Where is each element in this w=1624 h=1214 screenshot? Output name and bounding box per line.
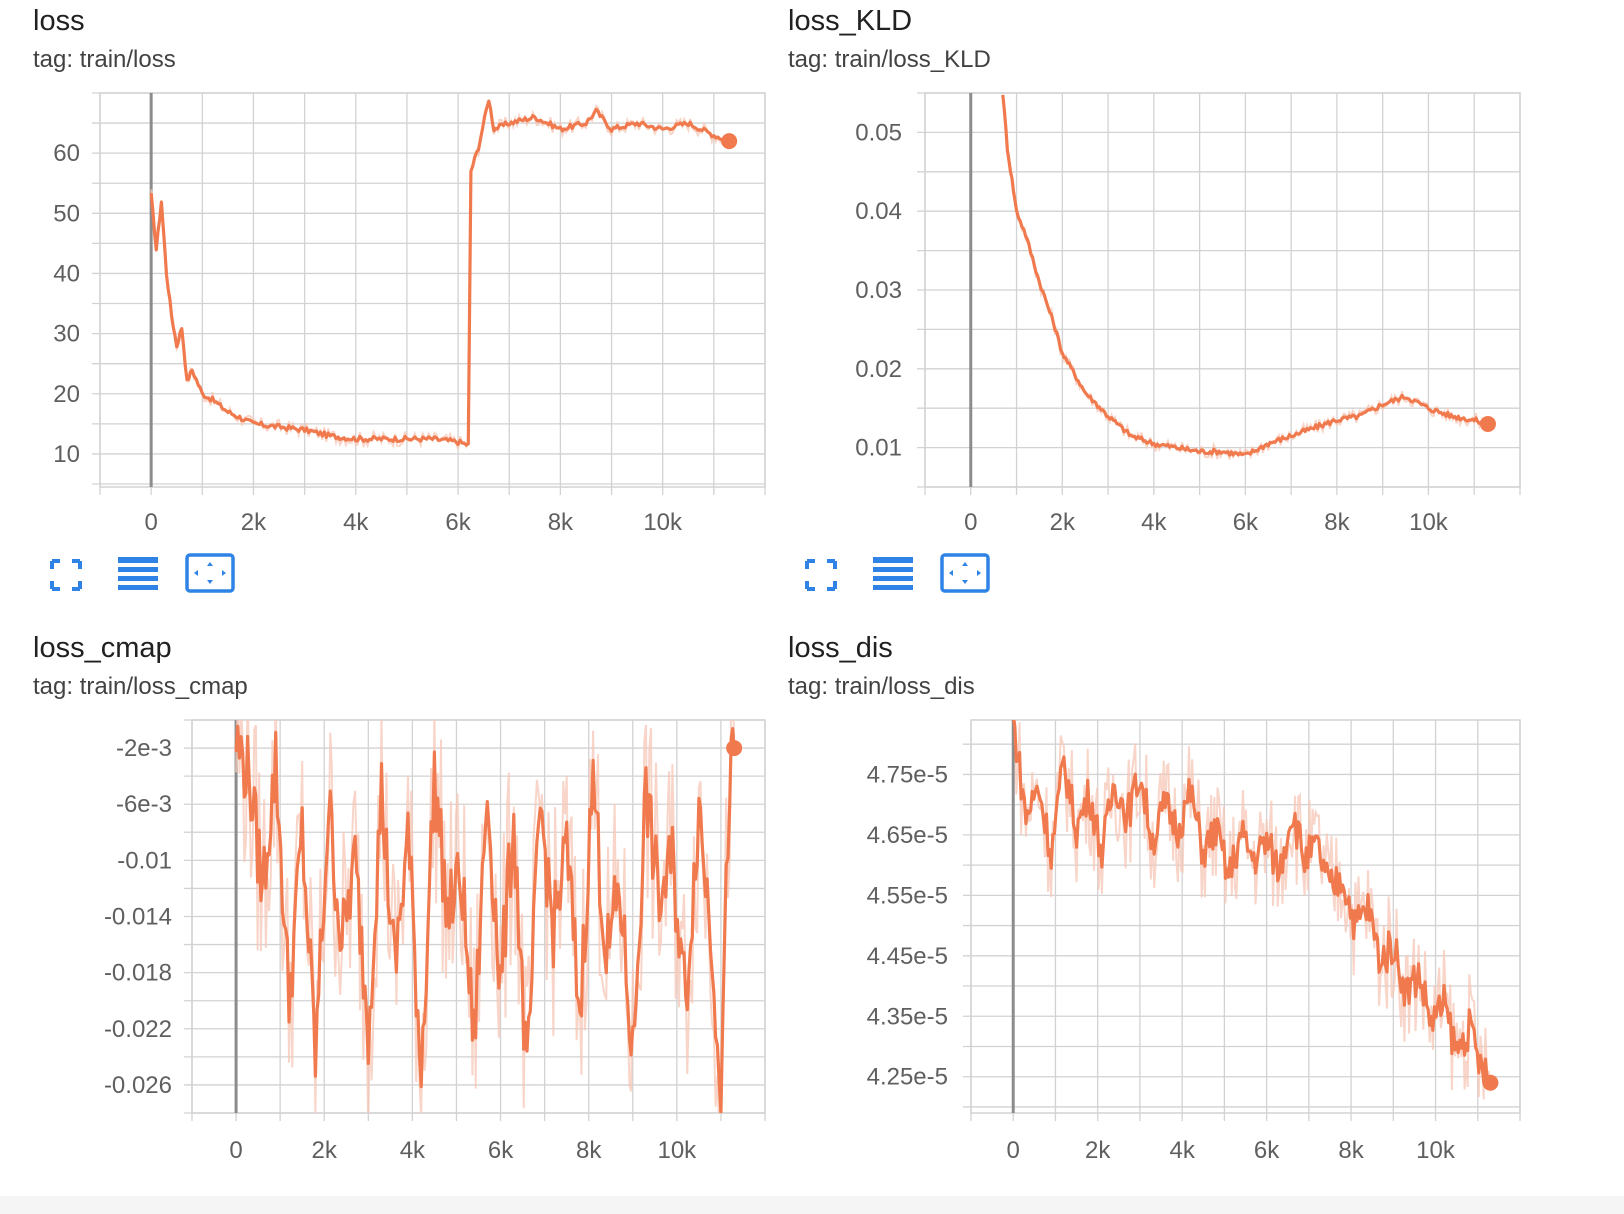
x-tick-label: 8k	[548, 509, 574, 536]
chart-plot-loss-cmap[interactable]: 0 2k 4k 6k 8k 10k -2e-3 -6e-3 -0.01 -0.014 -0.018 -…	[0, 0, 800, 1196]
x-tick-label: 4k	[1141, 509, 1167, 536]
x-tick-label: 10k	[657, 1137, 697, 1164]
y-tick-label: -0.022	[104, 1016, 172, 1043]
x-tick-label: 2k	[1050, 509, 1076, 536]
y-tick-label: 4.45e-5	[867, 943, 948, 970]
chart-tag: tag: train/loss	[33, 46, 176, 73]
data-table-icon	[873, 557, 913, 590]
data-table-icon	[118, 557, 158, 590]
y-tick-label: -6e-3	[116, 791, 172, 818]
y-tick-label: 0.01	[855, 435, 902, 462]
fit-domain-icon	[185, 553, 235, 593]
series-last-point[interactable]	[1479, 415, 1496, 432]
chart-title: loss	[33, 5, 85, 37]
y-tick-label: 0.02	[855, 356, 902, 383]
x-tick-label: 6k	[488, 1137, 514, 1164]
x-tick-label: 8k	[1324, 509, 1350, 536]
y-tick-label: 0.03	[855, 277, 902, 304]
y-tick-label: 4.65e-5	[867, 822, 948, 849]
y-tick-label: 20	[53, 381, 80, 408]
y-tick-label: -0.01	[117, 847, 172, 874]
series-last-point[interactable]	[1482, 1074, 1499, 1091]
plot-area	[963, 719, 1521, 1121]
fullscreen-button[interactable]	[795, 552, 847, 598]
y-tick-label: -2e-3	[116, 735, 172, 762]
x-tick-label: 6k	[445, 509, 471, 536]
chart-plot-loss-kld[interactable]: 0 2k 4k 6k 8k 10k 0.01 0.02 0.03 0.04 0.05	[0, 0, 1560, 560]
data-table-button[interactable]	[867, 552, 919, 598]
y-tick-label: 10	[53, 441, 80, 468]
data-table-button[interactable]	[112, 552, 164, 598]
x-tick-label: 8k	[1338, 1137, 1364, 1164]
series-line	[149, 99, 730, 447]
x-tick-label: 2k	[312, 1137, 338, 1164]
x-tick-label: 0	[144, 509, 157, 536]
y-tick-label: 4.55e-5	[867, 882, 948, 909]
y-tick-label: -0.014	[104, 904, 172, 931]
x-tick-label: 6k	[1254, 1137, 1280, 1164]
fit-domain-button[interactable]	[939, 552, 991, 598]
y-tick-label: 0.04	[855, 198, 902, 225]
x-tick-label: 4k	[343, 509, 369, 536]
x-tick-label: 0	[1007, 1137, 1020, 1164]
plot-area	[917, 92, 1521, 495]
chart-tag: tag: train/loss_cmap	[33, 673, 248, 700]
series-last-point[interactable]	[726, 740, 743, 757]
y-tick-label: 4.25e-5	[867, 1064, 948, 1091]
y-tick-label: 4.35e-5	[867, 1003, 948, 1030]
chart-tag: tag: train/loss_KLD	[788, 46, 991, 73]
y-tick-label: 4.75e-5	[867, 761, 948, 788]
series-line	[234, 724, 736, 1113]
y-tick-label: -0.018	[104, 960, 172, 987]
y-tick-label: 40	[53, 260, 80, 287]
x-tick-label: 10k	[643, 509, 683, 536]
x-tick-label: 0	[964, 509, 977, 536]
y-tick-label: 0.05	[855, 119, 902, 146]
plot-frame	[970, 719, 1521, 1114]
series-last-point[interactable]	[721, 133, 738, 150]
plot-frame	[924, 92, 1521, 488]
chart-plot-loss[interactable]: 0 2k 4k 6k 8k 10k 10 20 30 40 50 60	[0, 0, 800, 560]
plot-area	[92, 92, 766, 495]
fullscreen-icon	[805, 559, 837, 591]
plot-frame	[191, 719, 766, 1114]
x-tick-label: 6k	[1233, 509, 1259, 536]
x-tick-label: 8k	[576, 1137, 602, 1164]
x-tick-label: 4k	[1169, 1137, 1195, 1164]
chart-plot-loss-dis[interactable]: 0 2k 4k 6k 8k 10k 4.25e-5 4.35e-5 4.45e-5 4.55e-5…	[0, 0, 1560, 1196]
chart-title: loss_dis	[788, 632, 893, 664]
series-raw-line	[1013, 720, 1492, 1100]
y-tick-label: 50	[53, 200, 80, 227]
x-tick-label: 2k	[1085, 1137, 1111, 1164]
y-tick-label: -0.026	[104, 1072, 172, 1099]
page-bottom-strip	[0, 1196, 1624, 1214]
fullscreen-button[interactable]	[40, 552, 92, 598]
x-tick-label: 2k	[241, 509, 267, 536]
series-line	[1012, 720, 1492, 1084]
chart-title: loss_KLD	[788, 5, 913, 37]
x-tick-label: 10k	[1409, 509, 1449, 536]
x-tick-label: 10k	[1416, 1137, 1456, 1164]
x-tick-label: 4k	[400, 1137, 426, 1164]
chart-title: loss_cmap	[33, 632, 172, 664]
series-line	[1001, 94, 1489, 457]
y-tick-label: 60	[53, 140, 80, 167]
plot-frame	[99, 92, 766, 488]
x-tick-label: 0	[229, 1137, 242, 1164]
chart-tag: tag: train/loss_dis	[788, 673, 975, 700]
fit-domain-button[interactable]	[184, 552, 236, 598]
fit-domain-icon	[940, 553, 990, 593]
y-tick-label: 30	[53, 321, 80, 348]
fullscreen-icon	[50, 559, 82, 591]
